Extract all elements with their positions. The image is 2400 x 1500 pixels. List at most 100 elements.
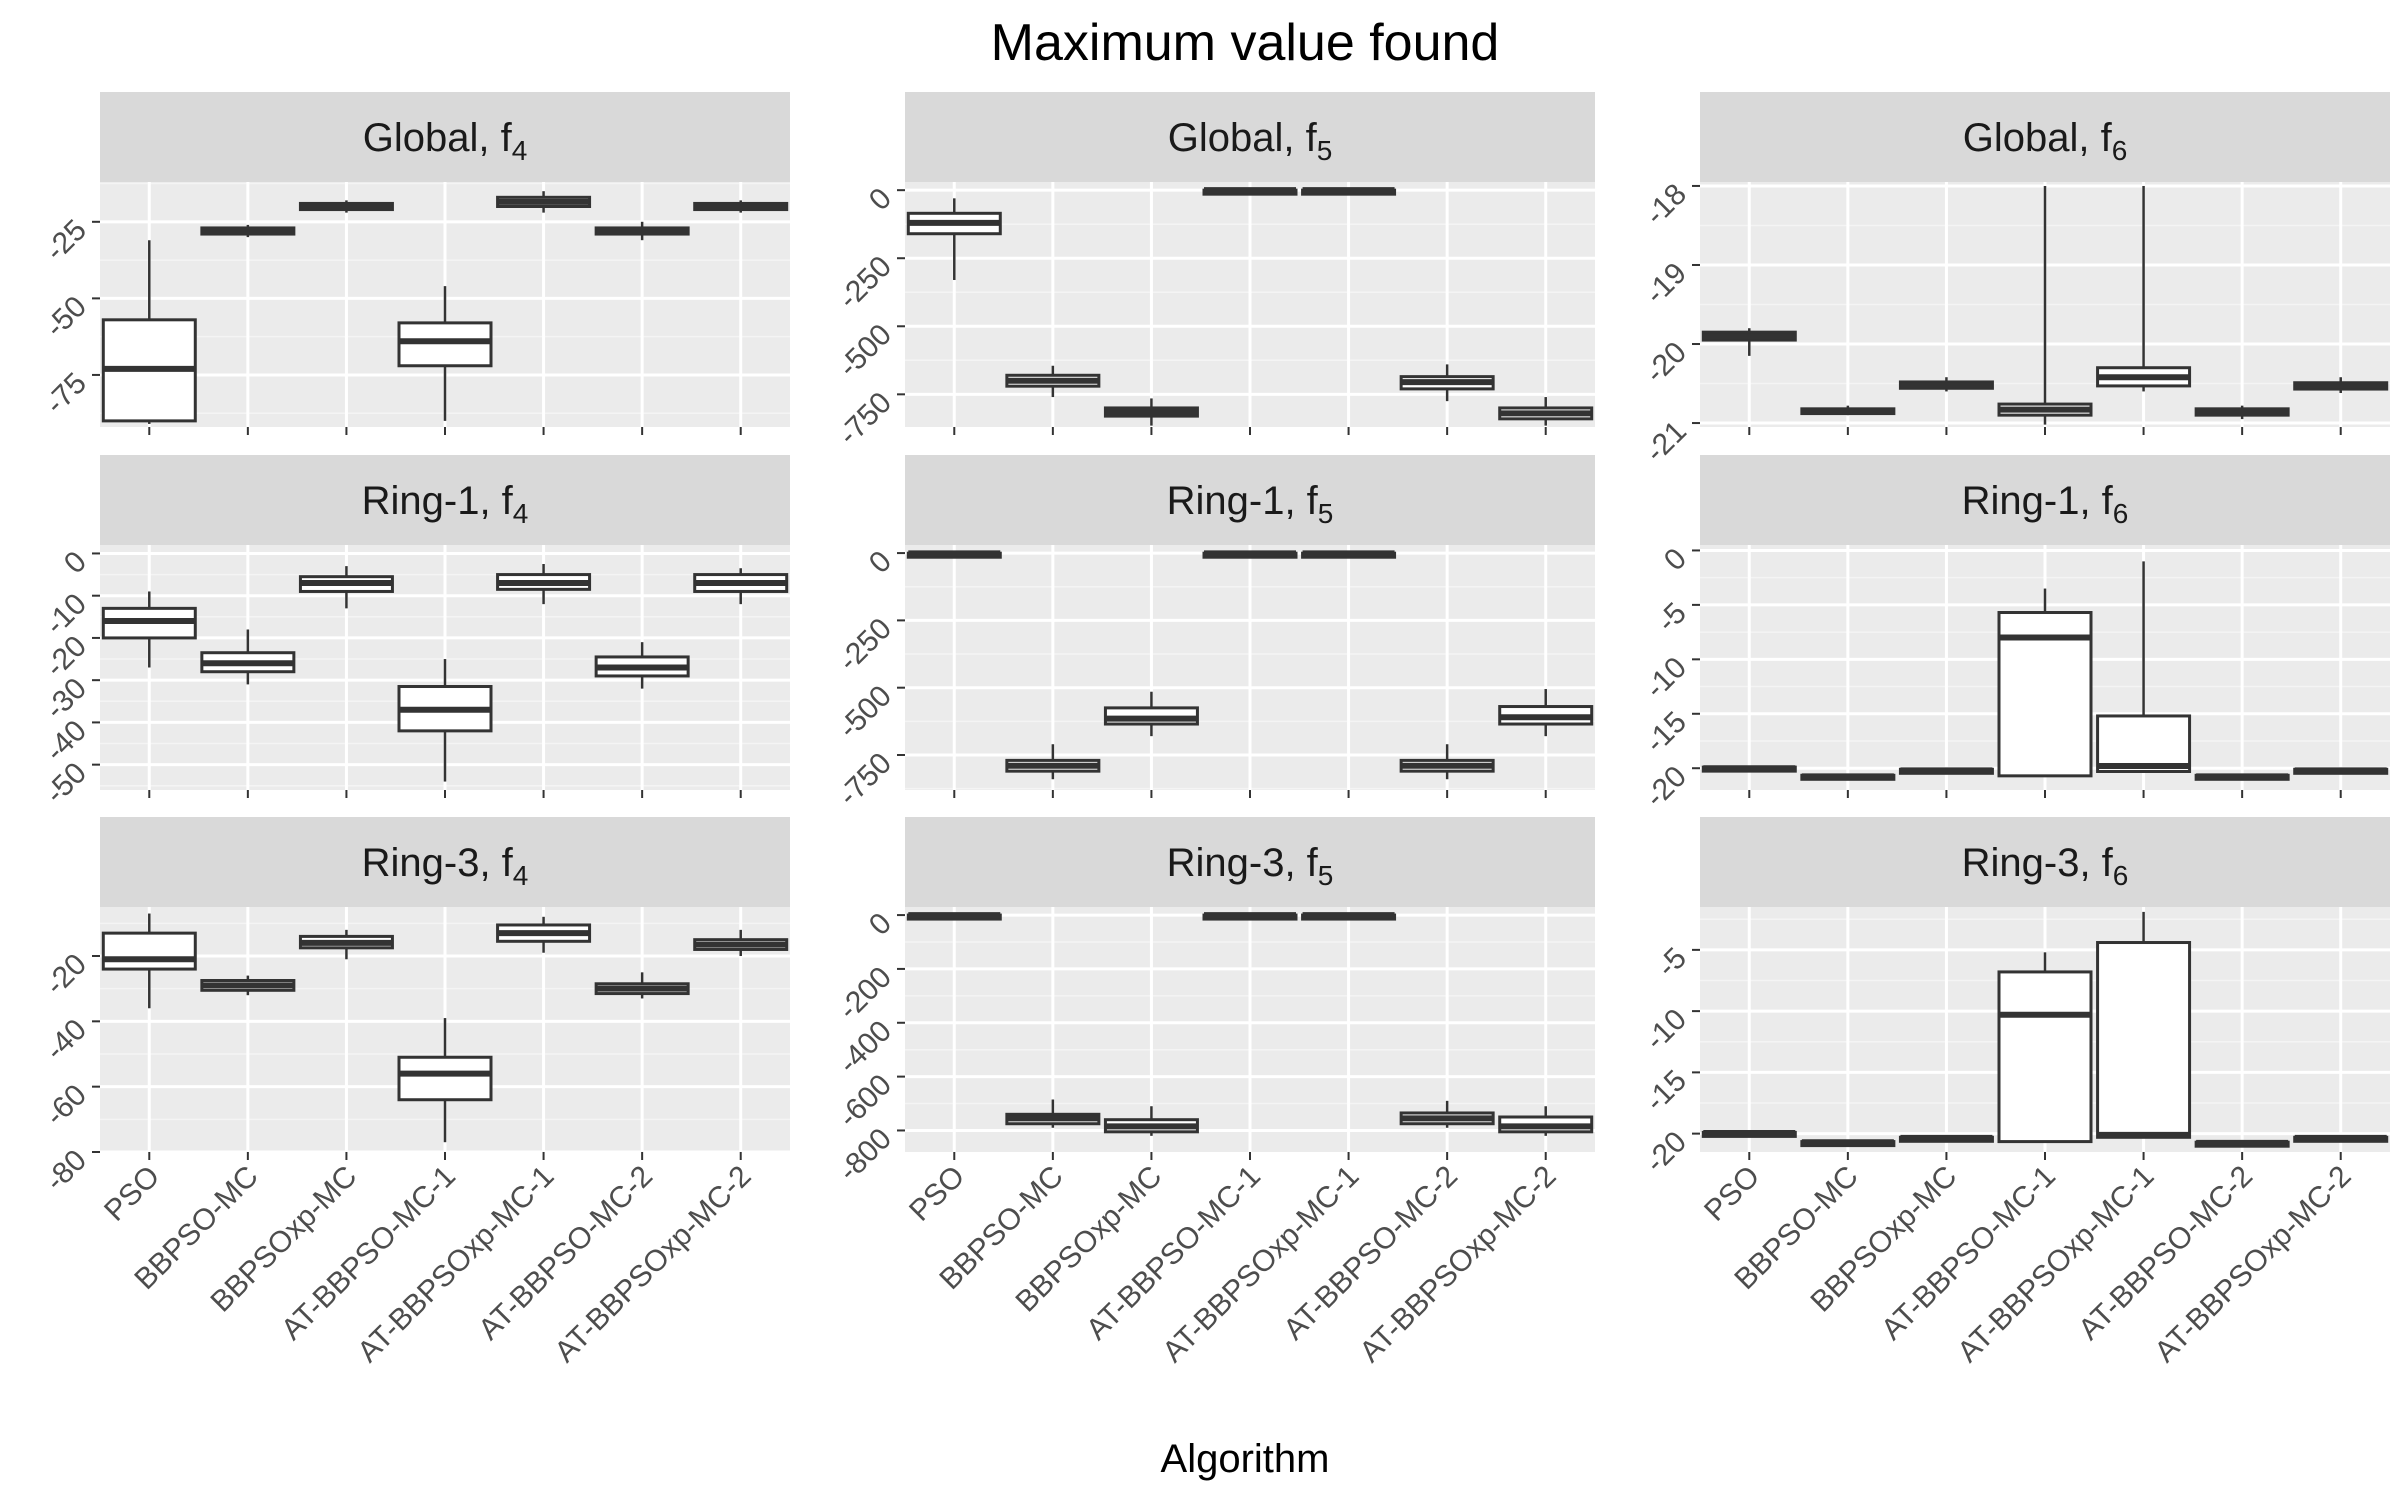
box-BBPSO-MC: [1800, 1139, 1896, 1148]
box-AT-BBPSO-MC-1: [1997, 952, 2093, 1144]
x-tick-label: PSO: [98, 1160, 166, 1228]
y-tick-label: -10: [1639, 1003, 1693, 1057]
facet-strip-subscript: 5: [1318, 860, 1334, 891]
facet-strip: [1700, 92, 2390, 182]
box-AT-BBPSOxp-MC-2: [693, 200, 789, 213]
box-BBPSOxp-MC: [1103, 691, 1199, 737]
box-BBPSO-MC: [1800, 405, 1896, 416]
box-BBPSOxp-MC: [1103, 1106, 1199, 1136]
y-tick-label: -500: [832, 318, 898, 384]
box-PSO: [1701, 765, 1797, 773]
box-BBPSO-MC: [1005, 365, 1101, 398]
y-tick-label: -25: [39, 213, 93, 267]
facet-strip-label: Ring-3, f4: [362, 841, 529, 891]
box-AT-BBPSO-MC-1: [397, 286, 493, 421]
y-tick-label: -10: [1639, 651, 1693, 705]
box-BBPSO-MC: [1005, 1099, 1101, 1128]
box-BBPSOxp-MC: [298, 200, 394, 213]
box-AT-BBPSO-MC-2: [1399, 744, 1495, 780]
y-tick-label: -60: [39, 1078, 93, 1132]
box-AT-BBPSO-MC-1: [1202, 187, 1298, 196]
y-tick-label: -15: [1639, 705, 1693, 759]
box-PSO: [906, 198, 1002, 280]
facet-panel: Ring-3, f4 -80 -60 -40 -20: [39, 817, 790, 1198]
facet-strip-subscript: 5: [1317, 135, 1333, 166]
facet-strip-subscript: 4: [513, 860, 529, 891]
y-tick-label: -18: [1639, 178, 1693, 232]
facet-panel: Global, f6 -21 -20 -19 -18: [1639, 92, 2390, 469]
y-tick-label: -400: [832, 1014, 898, 1080]
box-AT-BBPSOxp-MC-1: [1301, 187, 1397, 196]
x-tick-label: AT-BBPSO-MC-1: [1875, 1160, 2062, 1347]
facet-strip-label: Ring-1, f5: [1167, 479, 1334, 529]
facet-strip-label: Global, f6: [1963, 116, 2128, 166]
y-tick-label: -19: [1639, 257, 1693, 311]
box-AT-BBPSO-MC-1: [1202, 912, 1298, 921]
facet-strip: [905, 92, 1595, 182]
facet-panel: Global, f4 -75 -50 -25: [39, 92, 790, 435]
box-AT-BBPSO-MC-2: [594, 221, 690, 241]
box-PSO: [906, 912, 1002, 921]
x-tick-label: AT-BBPSOxp-MC-1: [351, 1160, 560, 1369]
box-PSO: [101, 913, 197, 1009]
y-tick-label: -20: [1639, 336, 1693, 390]
box-AT-BBPSOxp-MC-1: [1301, 550, 1397, 559]
y-tick-label: -20: [39, 948, 93, 1002]
box-iqr: [2096, 941, 2192, 1139]
facet-strip: [1700, 455, 2390, 545]
box-BBPSO-MC: [1005, 744, 1101, 780]
box-BBPSOxp-MC: [1898, 767, 1994, 775]
facet-strip: [100, 817, 790, 907]
box-AT-BBPSO-MC-1: [1997, 588, 2093, 778]
x-tick-label: AT-BBPSOxp-MC-1: [1156, 1160, 1365, 1369]
y-tick-label: -600: [832, 1068, 898, 1134]
facet-strip-subscript: 4: [513, 498, 529, 529]
y-tick-label: 0: [863, 545, 898, 580]
y-tick-label: -40: [39, 1013, 93, 1067]
box-PSO: [101, 240, 197, 424]
y-tick-label: -750: [832, 386, 898, 452]
facet-strip: [1700, 817, 2390, 907]
box-BBPSO-MC: [200, 975, 296, 996]
box-BBPSOxp-MC: [298, 929, 394, 960]
y-tick-label: -75: [39, 367, 93, 421]
box-AT-BBPSOxp-MC-1: [1301, 912, 1397, 921]
facet-strip-subscript: 6: [2113, 860, 2129, 891]
box-AT-BBPSO-MC-1: [1997, 185, 2093, 425]
box-AT-BBPSO-MC-2: [594, 972, 690, 999]
y-tick-label: -750: [832, 747, 898, 813]
box-BBPSOxp-MC: [1103, 398, 1199, 426]
chart-title: Maximum value found: [991, 14, 1500, 72]
box-AT-BBPSOxp-MC-2: [2293, 377, 2389, 394]
y-tick-label: -10: [39, 587, 93, 641]
box-AT-BBPSOxp-MC-1: [496, 916, 592, 953]
x-tick-label: AT-BBPSO-MC-2: [1277, 1160, 1464, 1347]
box-AT-BBPSOxp-MC-2: [693, 929, 789, 956]
box-AT-BBPSO-MC-2: [2194, 773, 2290, 781]
facet-strip-label: Ring-1, f4: [362, 479, 529, 529]
facet-strip-subscript: 6: [2113, 498, 2129, 529]
box-BBPSO-MC: [1800, 773, 1896, 781]
facet-strip: [905, 817, 1595, 907]
box-BBPSOxp-MC: [298, 566, 394, 609]
x-tick-label: AT-BBPSOxp-MC-1: [1951, 1160, 2160, 1369]
x-tick-label: AT-BBPSO-MC-2: [2072, 1160, 2259, 1347]
box-PSO: [906, 550, 1002, 559]
facet-panel: Ring-1, f5 -750-500-250 0: [832, 455, 1595, 812]
box-AT-BBPSOxp-MC-2: [1498, 689, 1594, 737]
box-AT-BBPSOxp-MC-2: [2293, 1134, 2389, 1143]
facet-strip-subscript: 6: [2112, 135, 2128, 166]
facet-strip-label: Ring-1, f6: [1962, 479, 2129, 529]
facet-strip: [100, 92, 790, 182]
y-tick-label: -21: [1639, 415, 1693, 469]
box-AT-BBPSO-MC-2: [1399, 364, 1495, 402]
box-BBPSO-MC: [200, 629, 296, 685]
box-AT-BBPSOxp-MC-1: [2096, 911, 2192, 1139]
y-tick-label: -5: [1651, 597, 1693, 639]
y-tick-label: 0: [58, 545, 93, 580]
box-AT-BBPSO-MC-2: [2194, 1139, 2290, 1148]
x-tick-label: AT-BBPSO-MC-1: [1080, 1160, 1267, 1347]
box-iqr: [1997, 970, 2093, 1144]
facet-panel: Ring-3, f5 -800-600-400-200 0: [832, 817, 1595, 1188]
